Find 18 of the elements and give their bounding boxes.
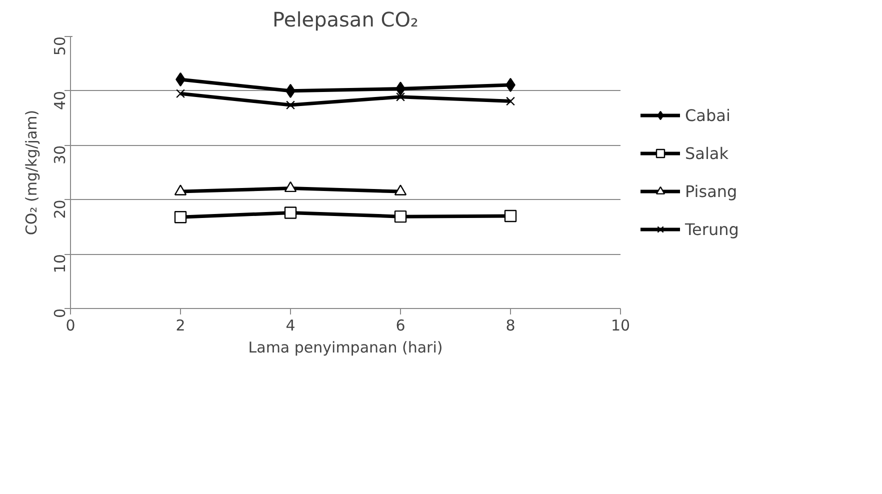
y-axis-title: CO₂ (mg/kg/jam) bbox=[22, 110, 40, 236]
legend-label: Terung bbox=[685, 220, 739, 238]
x-tick-label: 6 bbox=[396, 316, 406, 334]
x-tick-label: 8 bbox=[506, 316, 516, 334]
x-tick-label: 2 bbox=[176, 316, 186, 334]
y-tick-label: 10 bbox=[51, 254, 69, 274]
y-tick-label: 50 bbox=[51, 36, 69, 56]
legend-label: Cabai bbox=[685, 106, 730, 124]
y-tick-label: 40 bbox=[51, 90, 69, 110]
y-tick-label: 0 bbox=[51, 308, 69, 318]
y-tick-label: 20 bbox=[51, 200, 69, 219]
legend-label: Pisang bbox=[685, 182, 738, 200]
y-tick-label: 30 bbox=[51, 145, 69, 164]
legend-label: Salak bbox=[685, 144, 728, 162]
x-tick-label: 4 bbox=[286, 316, 296, 334]
x-axis-title: Lama penyimpanan (hari) bbox=[248, 338, 443, 356]
chart-title: Pelepasan CO₂ bbox=[272, 8, 418, 32]
x-tick-label: 10 bbox=[610, 316, 630, 334]
